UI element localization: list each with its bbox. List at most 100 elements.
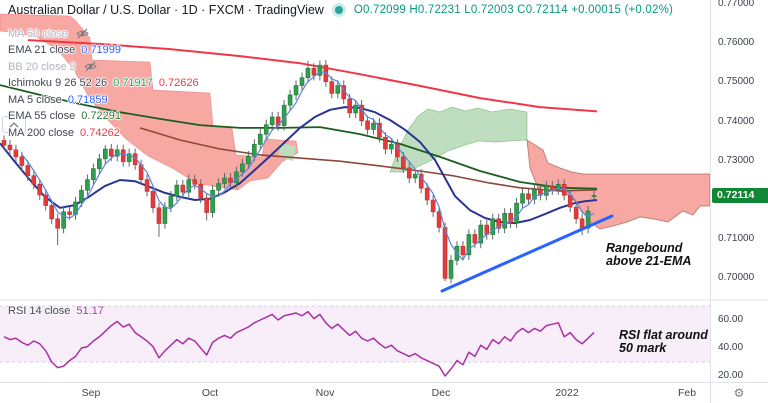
price-tick-label: 0.73000 <box>718 154 755 166</box>
chart-header: Australian Dollar / U.S. Dollar · 1D · F… <box>8 3 673 17</box>
price-tick-label: 0.71000 <box>718 233 755 245</box>
candle-body <box>228 177 233 184</box>
candle-body <box>526 193 531 200</box>
time-axis[interactable]: Sep Oct Nov Dec 2022 Feb <box>0 383 710 403</box>
candle-body <box>353 104 358 114</box>
candle-body <box>126 153 132 162</box>
candle-body <box>216 183 221 191</box>
candle-body <box>579 218 585 229</box>
legend-row-ichimoku-9-26-52-26[interactable]: Ichimoku 9 26 52 26 0.71917 0.72626 <box>8 77 199 89</box>
candle-body <box>460 245 466 256</box>
candle-body <box>287 94 293 106</box>
time-tick-label: Sep <box>81 387 101 399</box>
legend-row-ema-21-close[interactable]: EMA 21 close 0.71999 <box>8 44 122 56</box>
legend-collapse-button[interactable] <box>2 116 26 133</box>
time-tick-label: Dec <box>431 387 451 399</box>
candle-body <box>61 211 66 229</box>
rsi-value: 51.17 <box>76 305 104 317</box>
candle-body <box>257 133 263 145</box>
candle-body <box>240 163 245 173</box>
eye-off-icon[interactable] <box>84 61 97 72</box>
candle-body <box>120 149 126 162</box>
candle-body <box>79 189 84 203</box>
candle-body <box>19 156 25 166</box>
candle-body <box>1 140 7 146</box>
legend-row-ema-55-close[interactable]: EMA 55 close 0.72291 <box>8 110 122 122</box>
price-axis[interactable]: 0.770000.760000.750000.740000.730000.720… <box>710 0 768 403</box>
chevron-up-icon <box>9 121 19 127</box>
candle-body <box>448 260 454 279</box>
candle-body <box>168 195 174 208</box>
price-tick-label: 0.74000 <box>718 115 755 127</box>
price-tick-label: 0.77000 <box>718 0 755 9</box>
time-tick-label: Feb <box>677 387 697 399</box>
candle-body <box>281 104 287 126</box>
candle-body <box>222 177 227 184</box>
candle-body <box>567 194 573 208</box>
candle-body <box>424 187 430 201</box>
price-tick-label: 0.75000 <box>718 76 755 88</box>
candle-body <box>347 98 352 114</box>
candle-body <box>91 168 96 180</box>
candle-body <box>180 184 186 193</box>
legend-row-bb-20-close-2[interactable]: BB 20 close 2 <box>8 59 97 74</box>
candle-body <box>442 227 448 279</box>
candle-body <box>430 199 436 213</box>
candle-body <box>252 144 257 157</box>
trendline-drawing[interactable] <box>440 214 614 293</box>
candle-body <box>436 211 442 228</box>
rsi-band <box>0 306 710 362</box>
legend-row-ma-200-close[interactable]: MA 200 close 0.74262 <box>8 126 120 139</box>
legend-row-ma-50-close[interactable]: MA 50 close <box>8 26 89 41</box>
time-tick-label: 2022 <box>555 387 579 399</box>
candle-body <box>555 184 561 191</box>
annotation-rangebound[interactable]: Rangebound above 21-EMA <box>606 241 692 268</box>
legend-row-ma-5-close[interactable]: MA 5 close 0.71859 <box>8 93 108 106</box>
rsi-legend[interactable]: RSI 14 close 51.17 <box>8 305 104 317</box>
candle-body <box>144 179 150 192</box>
candle-body <box>383 136 388 150</box>
candle-body <box>246 155 251 165</box>
candle-body <box>508 213 513 224</box>
candle-body <box>389 144 394 150</box>
candle-body <box>263 124 269 135</box>
candle-body <box>490 218 496 235</box>
candle-body <box>192 179 198 185</box>
candle-body <box>97 158 102 169</box>
candle-body <box>293 85 299 96</box>
gear-icon[interactable]: ⚙ <box>733 386 745 400</box>
candle-body <box>412 173 418 179</box>
candle-body <box>591 195 597 197</box>
symbol-title[interactable]: Australian Dollar / U.S. Dollar · 1D · F… <box>8 3 324 17</box>
candle-body <box>317 64 323 76</box>
indicator-value: 0.71859 <box>67 93 108 106</box>
candle-body <box>466 234 472 256</box>
candle-body <box>25 165 31 176</box>
ichimoku-cloud-left <box>0 13 299 191</box>
indicator-value: 0.71917 <box>113 77 153 89</box>
candle-body <box>532 189 537 200</box>
candle-body <box>37 184 43 196</box>
candle-body <box>359 104 364 122</box>
candle-body <box>210 189 215 213</box>
candle-body <box>103 148 108 160</box>
candle-body <box>49 205 54 220</box>
candle-body <box>31 175 37 185</box>
indicator-value: 0.72626 <box>158 77 199 89</box>
candle-body <box>496 218 501 229</box>
candle-body <box>198 184 203 199</box>
candle-body <box>204 197 209 213</box>
ohlc-values: O0.72099 H0.72231 L0.72003 C0.72114 +0.0… <box>353 4 674 16</box>
candle-body <box>156 207 162 224</box>
time-tick-label: Nov <box>315 387 335 399</box>
time-tick-label: Oct <box>201 387 219 399</box>
candle-body <box>371 122 376 130</box>
indicator-value: 0.74262 <box>80 126 120 139</box>
candle-body <box>67 211 72 215</box>
candle-body <box>395 144 400 158</box>
eye-off-icon[interactable] <box>76 28 89 39</box>
candle-body <box>335 85 341 94</box>
annotation-rsi-note[interactable]: RSI flat around 50 mark <box>619 328 708 355</box>
